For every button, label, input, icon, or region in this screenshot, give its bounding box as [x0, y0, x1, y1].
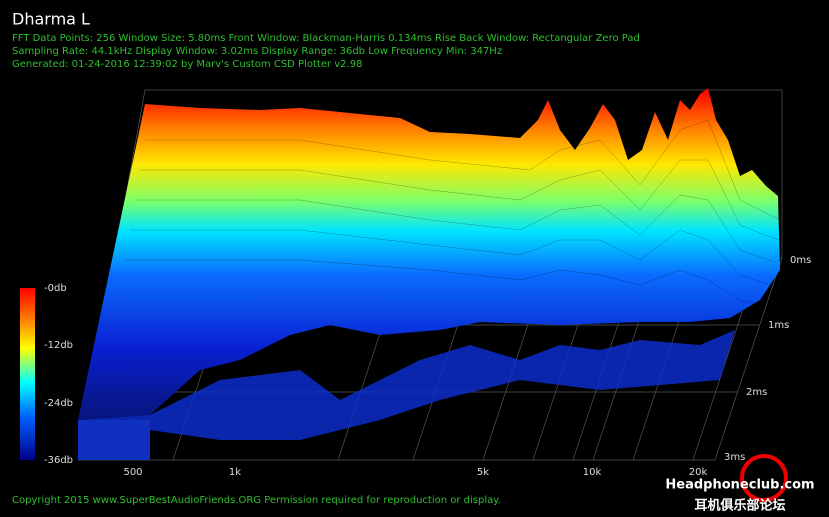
colorbar-label: -24db: [44, 398, 73, 409]
frequency-label: 5k: [477, 467, 489, 478]
time-label: 1ms: [768, 320, 789, 331]
time-label: 2ms: [746, 387, 767, 398]
info-line: Generated: 01-24-2016 12:39:02 by Marv's…: [12, 59, 362, 70]
title: Dharma L: [12, 10, 90, 29]
info-line: FFT Data Points: 256 Window Size: 5.80ms…: [12, 33, 640, 44]
frequency-label: 500: [123, 467, 142, 478]
frequency-label: 10k: [583, 467, 602, 478]
time-label: 0ms: [790, 255, 811, 266]
colorbar-label: -36db: [44, 455, 73, 466]
colorbar-label: -12db: [44, 340, 73, 351]
info-line: Sampling Rate: 44.1kHz Display Window: 3…: [12, 46, 502, 57]
watermark-logo: [740, 454, 788, 502]
colorbar: [20, 288, 35, 460]
watermark-subtitle: 耳机俱乐部论坛: [694, 498, 785, 514]
copyright: Copyright 2015 www.SuperBestAudioFriends…: [12, 495, 501, 506]
low-frequency-block: [78, 420, 150, 460]
colorbar-label: -0db: [44, 283, 67, 294]
watermark-site: Headphoneclub.com: [665, 478, 814, 493]
time-label: 3ms: [724, 452, 745, 463]
waterfall-surface: [78, 88, 781, 460]
frequency-label: 1k: [229, 467, 241, 478]
frequency-label: 20k: [689, 467, 708, 478]
